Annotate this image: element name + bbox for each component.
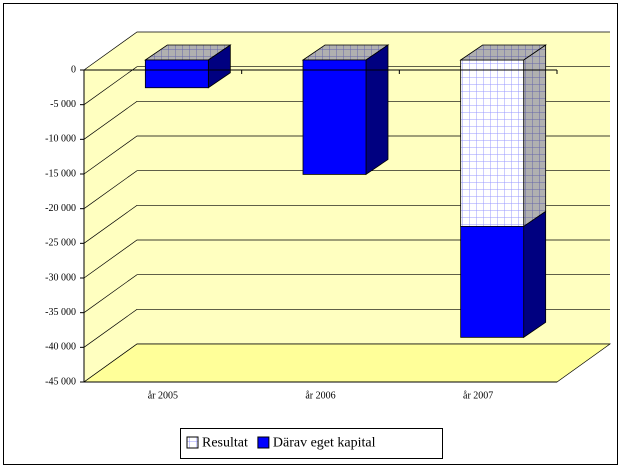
bar-side [365, 44, 389, 176]
bar [460, 59, 525, 227]
legend-swatch [186, 436, 199, 449]
bar [460, 225, 525, 338]
y-tick-label: -15 000 [45, 168, 76, 179]
legend [180, 428, 443, 459]
floor [82, 343, 612, 383]
grid-line [83, 31, 610, 71]
legend-swatch [257, 436, 270, 449]
grid-line [83, 66, 610, 105]
y-tick-label: -35 000 [45, 307, 76, 318]
y-tick-label: -40 000 [45, 342, 76, 353]
grid-line [83, 135, 610, 175]
x-tick-label: år 2005 [148, 390, 178, 401]
y-tick-label: -10 000 [45, 134, 76, 145]
bar [144, 59, 209, 89]
x-tick-label: år 2006 [305, 390, 335, 401]
legend-label: Därav eget kapital [273, 436, 376, 451]
y-tick-label: -25 000 [45, 238, 76, 249]
bar [302, 59, 367, 175]
grid-line [83, 239, 610, 279]
grid-line [83, 100, 610, 140]
grid-line [83, 170, 610, 209]
bar-top [459, 44, 547, 61]
legend-label: Resultat [202, 436, 248, 451]
bar-side [523, 44, 547, 228]
y-tick-label: -45 000 [45, 376, 76, 387]
bar-side [523, 210, 547, 339]
grid-line [83, 308, 610, 348]
y-tick-label: -20 000 [45, 203, 76, 214]
y-tick-label: 0 [71, 64, 76, 75]
y-tick-label: -30 000 [45, 272, 76, 283]
grid-line [83, 274, 610, 313]
side-wall [84, 32, 137, 382]
y-tick-label: -5 000 [50, 99, 76, 110]
x-tick-label: år 2007 [463, 390, 493, 401]
grid-line [83, 204, 610, 244]
